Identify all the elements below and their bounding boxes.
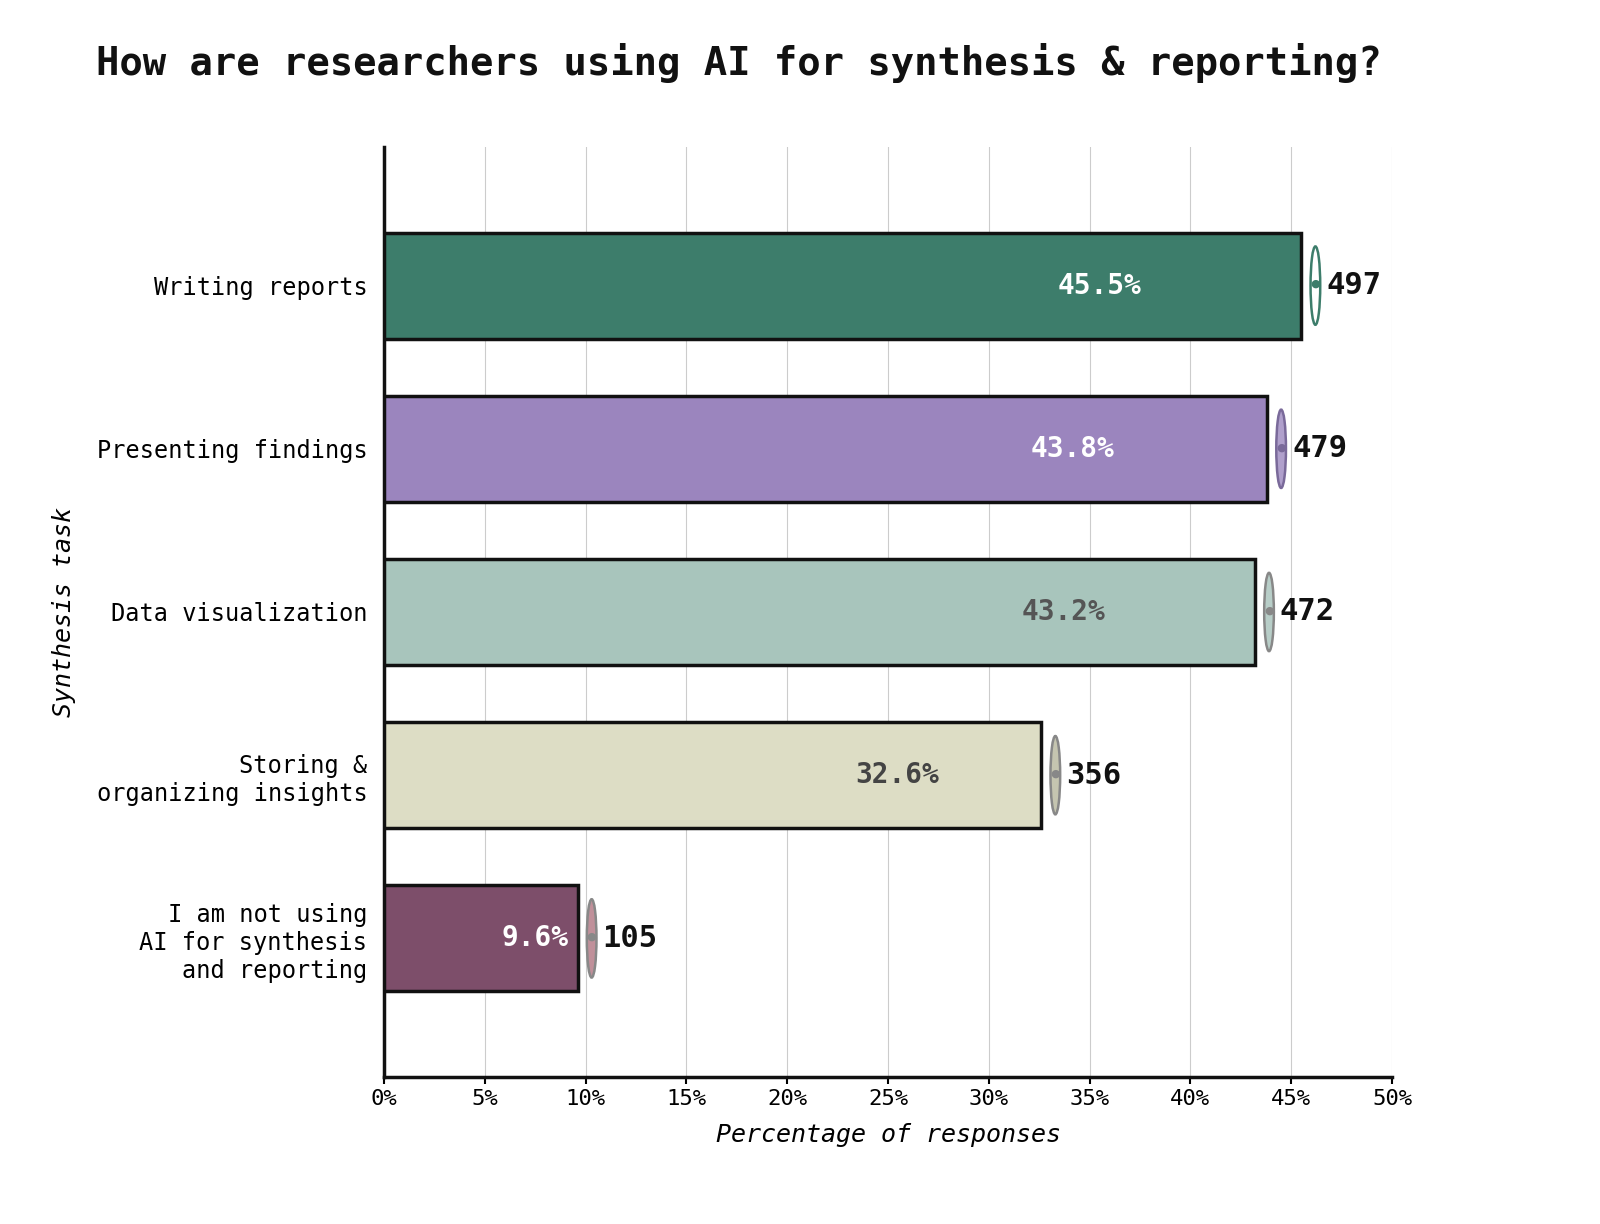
Text: 43.8%: 43.8% [1030, 435, 1115, 463]
Text: 43.2%: 43.2% [1021, 599, 1106, 625]
Text: 497: 497 [1326, 271, 1381, 300]
Circle shape [1051, 736, 1061, 814]
X-axis label: Percentage of responses: Percentage of responses [715, 1122, 1061, 1147]
Y-axis label: Synthesis task: Synthesis task [51, 507, 75, 717]
Circle shape [1277, 410, 1286, 488]
Text: 105: 105 [603, 924, 658, 953]
Bar [384, 722, 1042, 829]
Circle shape [1310, 246, 1320, 324]
Text: ●: ● [1310, 279, 1320, 289]
Text: ●: ● [1277, 442, 1286, 452]
Circle shape [587, 900, 597, 978]
Text: 45.5%: 45.5% [1058, 272, 1141, 300]
Bar [384, 395, 1267, 502]
Text: 479: 479 [1293, 435, 1347, 464]
Text: ●: ● [587, 931, 597, 941]
Circle shape [1264, 573, 1274, 651]
Text: ●: ● [1051, 769, 1061, 778]
Text: 9.6%: 9.6% [501, 924, 568, 952]
Text: ●: ● [1264, 606, 1274, 616]
Text: 32.6%: 32.6% [854, 761, 939, 789]
Text: 356: 356 [1066, 760, 1122, 789]
Bar [384, 559, 1254, 665]
Text: How are researchers using AI for synthesis & reporting?: How are researchers using AI for synthes… [96, 43, 1382, 83]
Bar [384, 885, 578, 991]
Bar [384, 233, 1301, 339]
Text: 472: 472 [1280, 597, 1334, 627]
